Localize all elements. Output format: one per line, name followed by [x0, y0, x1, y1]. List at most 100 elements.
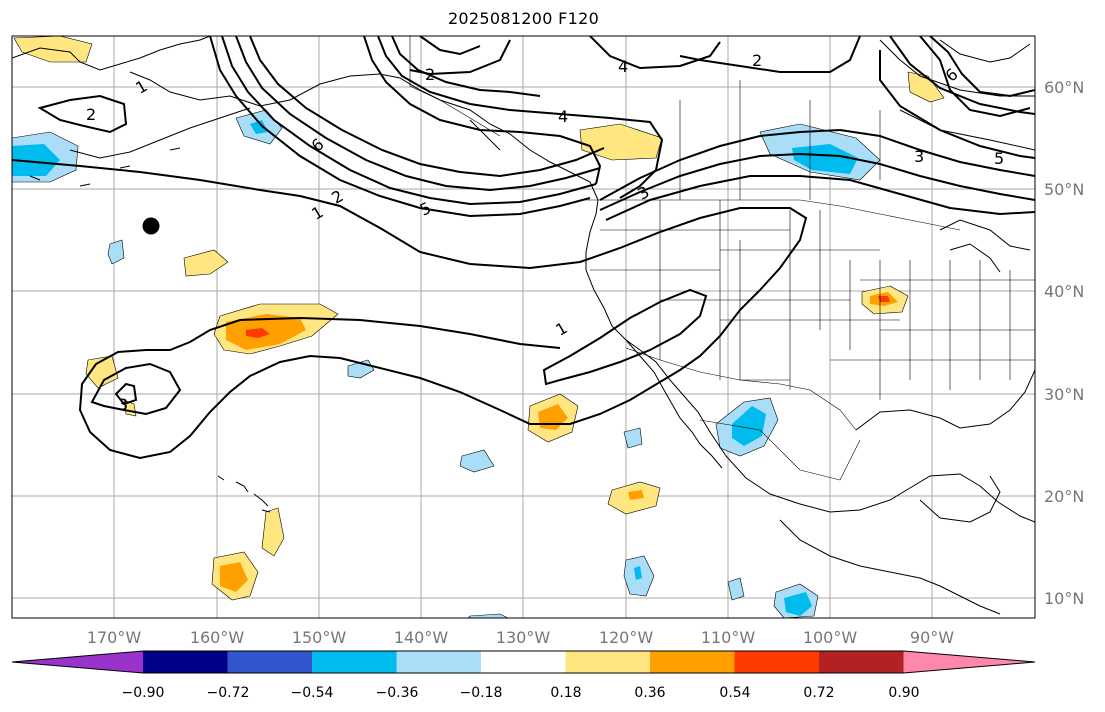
lon-label: 90°W: [910, 628, 954, 647]
lat-label: 30°N: [1044, 385, 1084, 404]
coastline-yucatan: [919, 475, 1001, 523]
contour-ne: [679, 36, 1035, 159]
colorbar-tick-label: −0.90: [122, 685, 165, 701]
lon-label: 130°W: [496, 628, 551, 647]
shade-yellow: [261, 507, 285, 557]
coastline-baja: [625, 339, 723, 469]
latitude-labels: 60°N 50°N 40°N 30°N 20°N 10°N: [1044, 78, 1084, 608]
colorbar-segment: [565, 651, 651, 673]
contour-north-central: [589, 36, 721, 70]
lon-label: 100°W: [803, 628, 858, 647]
shade-red: [878, 296, 890, 302]
colorbar-extend-high: [903, 651, 1035, 673]
lat-label: 20°N: [1044, 487, 1084, 506]
contour-label: 4: [558, 107, 568, 126]
shade-cyan: [250, 120, 268, 134]
colorbar-tick-label: −0.18: [460, 685, 503, 701]
lat-label: 60°N: [1044, 78, 1084, 97]
shade-cyan: [12, 144, 60, 176]
shade-yellow: [183, 249, 229, 277]
contour-label: 2: [752, 51, 762, 70]
colorbar-tick-label: −0.72: [207, 685, 250, 701]
lon-label: 110°W: [701, 628, 756, 647]
lat-label: 50°N: [1044, 180, 1084, 199]
border-alaska-canada: [409, 36, 501, 137]
border-us-mexico: [625, 347, 857, 431]
mexico-states: [699, 419, 861, 481]
lon-label: 150°W: [292, 628, 347, 647]
colorbar-outline: [11, 650, 1036, 674]
shade-lightblue: [459, 449, 495, 473]
shade-orange: [628, 490, 644, 500]
contours: [12, 36, 1035, 460]
hawaii-islands: [217, 475, 271, 513]
colorbar-segment: [227, 651, 313, 673]
contour-label: 3: [118, 395, 128, 414]
colorbar-segment: [819, 651, 904, 673]
shade-lightblue: [727, 577, 745, 601]
coastline-hudson: [939, 39, 1031, 63]
shaded-fields: [12, 36, 945, 618]
colorbar-segment: [481, 651, 566, 673]
gulf-alaska-islands: [469, 119, 501, 151]
shade-orange: [220, 562, 248, 592]
colorbar-segment: [650, 651, 735, 673]
lon-label: 170°W: [87, 628, 142, 647]
coastline-central-america: [779, 519, 1001, 615]
shade-yellow: [13, 36, 93, 63]
coastlines: [12, 36, 1035, 615]
location-marker: [142, 217, 160, 235]
coastline-great-lakes: [939, 219, 1031, 273]
colorbar-extend-low: [12, 651, 143, 673]
aleutians: [29, 147, 181, 187]
shade-lightblue: [467, 613, 509, 618]
map-frame: [11, 35, 1036, 619]
contour-label: 3: [914, 147, 924, 166]
shade-cyan: [792, 144, 858, 174]
colorbar-tick-label: −0.36: [376, 685, 419, 701]
contour-lines-north: [363, 36, 664, 199]
colorbar-segment: [734, 651, 820, 673]
contour-lines-ridge: [209, 36, 605, 218]
lat-label: 10°N: [1044, 589, 1084, 608]
contour-3-hawaii: [114, 382, 138, 406]
lon-label: 120°W: [599, 628, 654, 647]
shade-lightblue: [107, 239, 125, 265]
contour-1: [12, 159, 808, 460]
shade-yellow: [579, 123, 663, 161]
coastline-west: [585, 213, 1035, 523]
colorbar-tick-label: 0.72: [803, 685, 834, 701]
colorbar-tick-label: 0.90: [888, 685, 919, 701]
lon-label: 140°W: [394, 628, 449, 647]
border-us-canada: [586, 199, 961, 231]
contour-label: 4: [618, 57, 628, 76]
contour-2-hawaii: [90, 362, 182, 416]
colorbar-ticks: −0.90 −0.72 −0.54 −0.36 −0.18 0.18 0.36 …: [122, 685, 920, 701]
colorbar-tick-label: 0.18: [550, 685, 581, 701]
contour-label: 5: [994, 149, 1004, 168]
colorbar: [11, 650, 1036, 674]
colorbar-tick-label: −0.54: [291, 685, 334, 701]
colorbar-segment: [143, 651, 228, 673]
shade-lightblue: [623, 427, 643, 449]
colorbar-segment: [312, 651, 397, 673]
contour-label: 2: [86, 105, 96, 124]
lon-label: 160°W: [190, 628, 245, 647]
shade-cyan: [634, 566, 642, 580]
contour-2-alaska: [37, 94, 128, 134]
shade-red: [246, 328, 270, 338]
coastline-gulf: [855, 369, 1035, 431]
coastline-alaska-peninsula: [69, 107, 251, 159]
colorbar-segment: [396, 651, 482, 673]
shade-cyan: [784, 592, 812, 616]
contour-label: 2: [425, 65, 435, 84]
contour-lines-east: [599, 128, 1035, 221]
map-title: 2025081200 F120: [447, 9, 600, 28]
lat-label: 40°N: [1044, 282, 1084, 301]
colorbar-tick-label: 0.54: [719, 685, 750, 701]
longitude-labels: 170°W 160°W 150°W 140°W 130°W 120°W 110°…: [87, 628, 954, 647]
colorbar-tick-label: 0.36: [634, 685, 665, 701]
shade-cyan: [732, 406, 766, 446]
contour-2-east: [542, 288, 708, 386]
